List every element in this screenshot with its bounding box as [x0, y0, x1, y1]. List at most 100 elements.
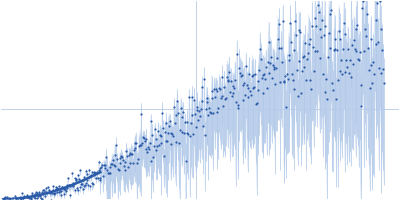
Point: [258, 58, 264, 61]
Point: [234, 52, 240, 55]
Point: [354, 24, 360, 27]
Point: [325, 55, 331, 58]
Point: [107, 166, 114, 169]
Point: [162, 139, 169, 142]
Point: [326, 12, 333, 15]
Point: [316, 57, 323, 60]
Point: [312, 49, 318, 52]
Point: [109, 163, 115, 166]
Point: [190, 133, 196, 136]
Point: [242, 94, 248, 97]
Point: [35, 195, 41, 198]
Point: [53, 188, 60, 191]
Point: [291, 87, 298, 90]
Point: [110, 163, 117, 167]
Point: [346, 59, 353, 62]
Point: [77, 185, 83, 188]
Point: [296, 60, 303, 63]
Point: [78, 183, 84, 186]
Point: [143, 137, 150, 140]
Point: [367, 37, 374, 40]
Point: [169, 133, 176, 136]
Point: [225, 79, 232, 82]
Point: [319, 18, 325, 21]
Point: [70, 184, 76, 187]
Point: [308, 88, 314, 91]
Point: [80, 178, 86, 182]
Point: [350, 62, 356, 66]
Point: [62, 188, 68, 191]
Point: [332, 48, 339, 51]
Point: [58, 186, 65, 189]
Point: [120, 164, 127, 167]
Point: [42, 191, 48, 194]
Point: [84, 172, 91, 175]
Point: [156, 133, 163, 136]
Point: [46, 191, 53, 194]
Point: [108, 163, 114, 166]
Point: [357, 104, 364, 108]
Point: [201, 77, 207, 80]
Point: [289, 72, 295, 75]
Point: [76, 169, 83, 172]
Point: [156, 144, 162, 147]
Point: [261, 72, 268, 76]
Point: [300, 56, 306, 59]
Point: [179, 115, 186, 119]
Point: [322, 91, 329, 94]
Point: [106, 172, 112, 175]
Point: [163, 122, 170, 125]
Point: [64, 183, 70, 186]
Point: [298, 91, 304, 94]
Point: [84, 179, 90, 182]
Point: [105, 171, 111, 175]
Point: [10, 199, 16, 200]
Point: [293, 33, 299, 36]
Point: [214, 111, 221, 114]
Point: [342, 32, 349, 36]
Point: [318, 35, 324, 38]
Point: [317, 28, 324, 31]
Point: [172, 140, 179, 143]
Point: [359, 7, 366, 10]
Point: [35, 192, 42, 196]
Point: [110, 158, 116, 162]
Point: [347, 75, 354, 78]
Point: [197, 115, 203, 118]
Point: [81, 184, 87, 187]
Point: [73, 178, 80, 181]
Point: [209, 96, 216, 99]
Point: [232, 78, 238, 81]
Point: [76, 177, 82, 181]
Point: [56, 191, 62, 194]
Point: [106, 171, 113, 174]
Point: [41, 189, 47, 192]
Point: [65, 184, 72, 187]
Point: [370, 60, 376, 64]
Point: [66, 183, 72, 186]
Point: [130, 162, 136, 165]
Point: [174, 99, 180, 102]
Point: [55, 188, 61, 191]
Point: [218, 94, 225, 97]
Point: [283, 106, 289, 109]
Point: [79, 182, 85, 185]
Point: [122, 160, 129, 163]
Point: [65, 176, 71, 179]
Point: [328, 9, 334, 12]
Point: [116, 157, 123, 160]
Point: [24, 195, 30, 198]
Point: [323, 77, 330, 80]
Point: [90, 171, 97, 174]
Point: [139, 142, 145, 145]
Point: [278, 47, 284, 50]
Point: [324, 97, 330, 101]
Point: [132, 142, 139, 145]
Point: [136, 144, 143, 147]
Point: [68, 183, 75, 186]
Point: [149, 134, 156, 137]
Point: [250, 87, 257, 90]
Point: [4, 196, 10, 199]
Point: [290, 78, 296, 82]
Point: [224, 79, 231, 82]
